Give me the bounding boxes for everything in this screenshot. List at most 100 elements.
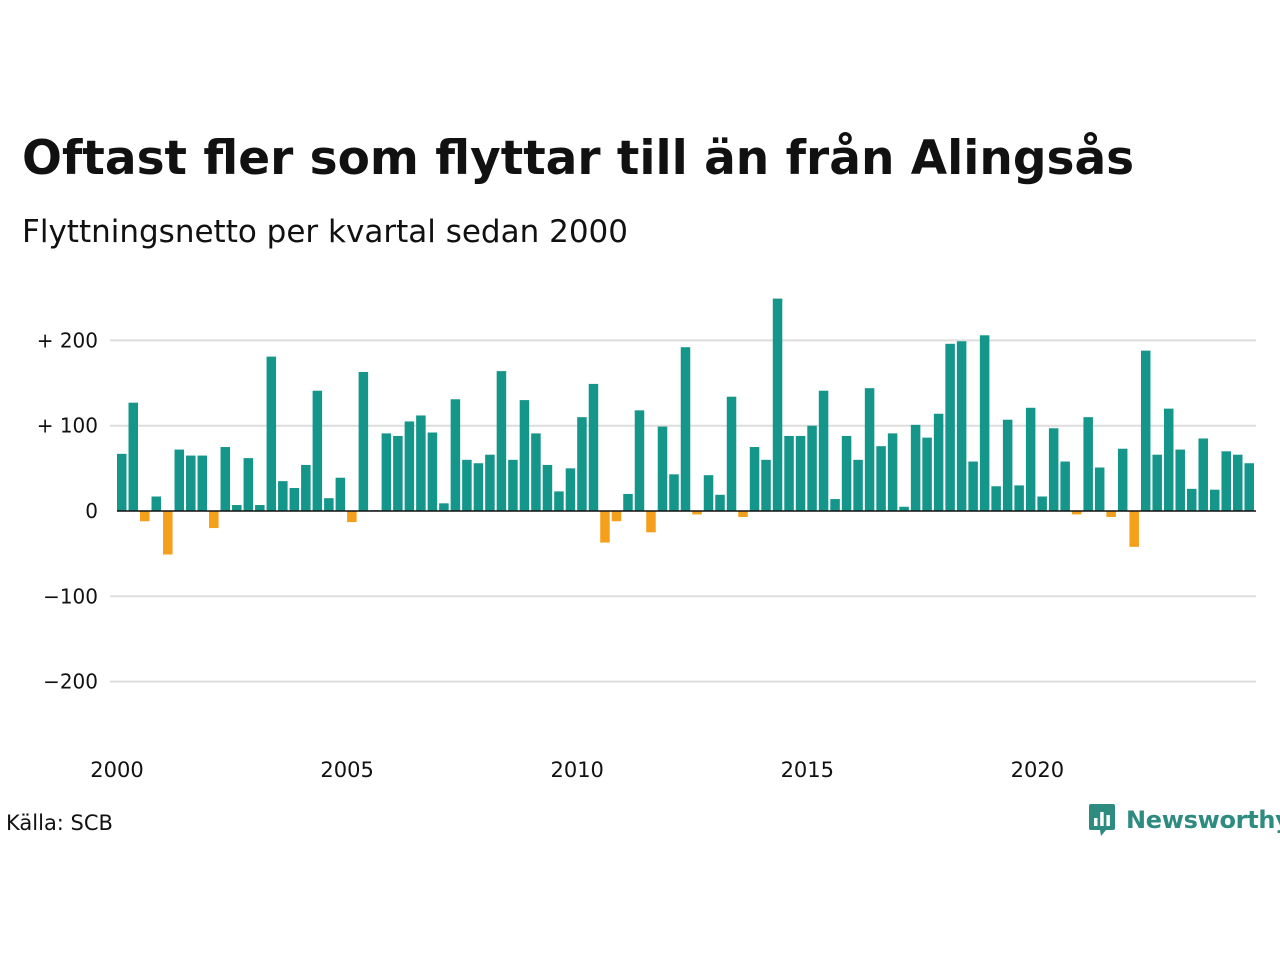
bar — [209, 511, 219, 529]
bar — [726, 396, 737, 511]
bar — [301, 464, 311, 511]
bar — [634, 410, 645, 511]
y-tick-label: −100 — [43, 584, 98, 608]
bar — [1140, 350, 1151, 511]
bar — [772, 298, 783, 511]
bar — [669, 474, 679, 511]
bar — [312, 390, 323, 511]
bar — [554, 491, 564, 511]
bar — [439, 503, 449, 511]
bar — [117, 453, 127, 511]
bar — [358, 371, 369, 511]
bar — [991, 486, 1001, 511]
bar — [899, 506, 909, 511]
bar — [807, 425, 817, 511]
bar — [784, 435, 794, 511]
bar — [335, 477, 346, 511]
bar — [600, 511, 610, 543]
bar — [1025, 407, 1036, 511]
bars — [117, 298, 1254, 555]
bar — [1117, 448, 1128, 511]
bar — [1129, 511, 1139, 547]
bar — [519, 400, 530, 511]
chart-title: Oftast fler som flyttar till än från Ali… — [22, 131, 1135, 186]
bar — [1002, 419, 1013, 511]
bar — [347, 511, 357, 523]
bar — [1198, 438, 1208, 511]
bar — [841, 435, 852, 511]
bar — [956, 341, 967, 511]
bar — [968, 461, 978, 511]
bar — [416, 415, 426, 511]
bar — [979, 335, 990, 511]
bar — [887, 433, 898, 511]
x-tick-label: 2005 — [320, 758, 373, 782]
bar — [531, 433, 541, 511]
bar — [1037, 496, 1047, 511]
bar — [933, 413, 944, 511]
bar — [830, 499, 840, 511]
brand-logo: Newsworthy — [1088, 803, 1280, 837]
bar — [945, 343, 955, 511]
bar — [1071, 511, 1082, 515]
source-note: Källa: SCB — [6, 811, 113, 835]
bar — [1163, 408, 1174, 511]
y-tick-label: 0 — [85, 499, 98, 523]
bar — [577, 417, 587, 511]
bar — [611, 511, 622, 522]
axes: + 200 + 100 0 −100 −200 2000 2005 2010 2015 2020 — [37, 328, 1256, 782]
y-tick-label: + 100 — [37, 414, 98, 438]
bar — [462, 459, 472, 511]
bar — [266, 356, 277, 511]
bar — [427, 432, 438, 511]
x-tick-label: 2010 — [550, 758, 603, 782]
chart-subtitle: Flyttningsnetto per kvartal sedan 2000 — [22, 214, 628, 250]
bar — [864, 388, 875, 511]
bar — [496, 371, 507, 511]
bar — [1221, 451, 1231, 511]
bar — [795, 435, 806, 511]
bar — [680, 347, 691, 511]
bar — [646, 511, 656, 533]
bar — [623, 493, 633, 511]
bar — [255, 505, 265, 511]
bar — [243, 458, 254, 511]
bar — [1094, 467, 1105, 511]
bar — [174, 449, 185, 511]
bar — [910, 424, 921, 511]
bar — [1175, 449, 1185, 511]
bar — [220, 447, 231, 511]
bar — [1209, 489, 1220, 511]
bar-chart-speech-bubble-icon — [1089, 804, 1115, 836]
bar — [450, 399, 461, 511]
bar — [404, 421, 415, 511]
bar — [1048, 428, 1059, 511]
bar — [278, 481, 288, 511]
bar — [393, 435, 403, 511]
bar — [588, 383, 599, 511]
bar — [692, 511, 702, 515]
bar — [738, 511, 748, 517]
bar — [1152, 454, 1162, 511]
bar — [128, 402, 139, 511]
bar — [151, 496, 162, 511]
bar — [565, 468, 576, 511]
bar — [140, 511, 150, 522]
bar — [324, 498, 334, 511]
bar — [1106, 511, 1116, 517]
bar — [853, 459, 863, 511]
bar — [381, 433, 392, 511]
bar — [232, 505, 242, 511]
bar — [485, 454, 495, 511]
bar — [197, 455, 208, 512]
bar — [508, 459, 518, 511]
bar — [761, 459, 771, 511]
bar — [289, 487, 300, 511]
bar — [703, 475, 714, 511]
bar — [1083, 417, 1093, 511]
grid-lines — [110, 339, 1256, 683]
bar — [749, 447, 760, 511]
bar — [922, 437, 932, 511]
bar — [163, 511, 173, 555]
bar-chart: + 200 + 100 0 −100 −200 2000 2005 2010 2015 2020 — [37, 298, 1256, 782]
